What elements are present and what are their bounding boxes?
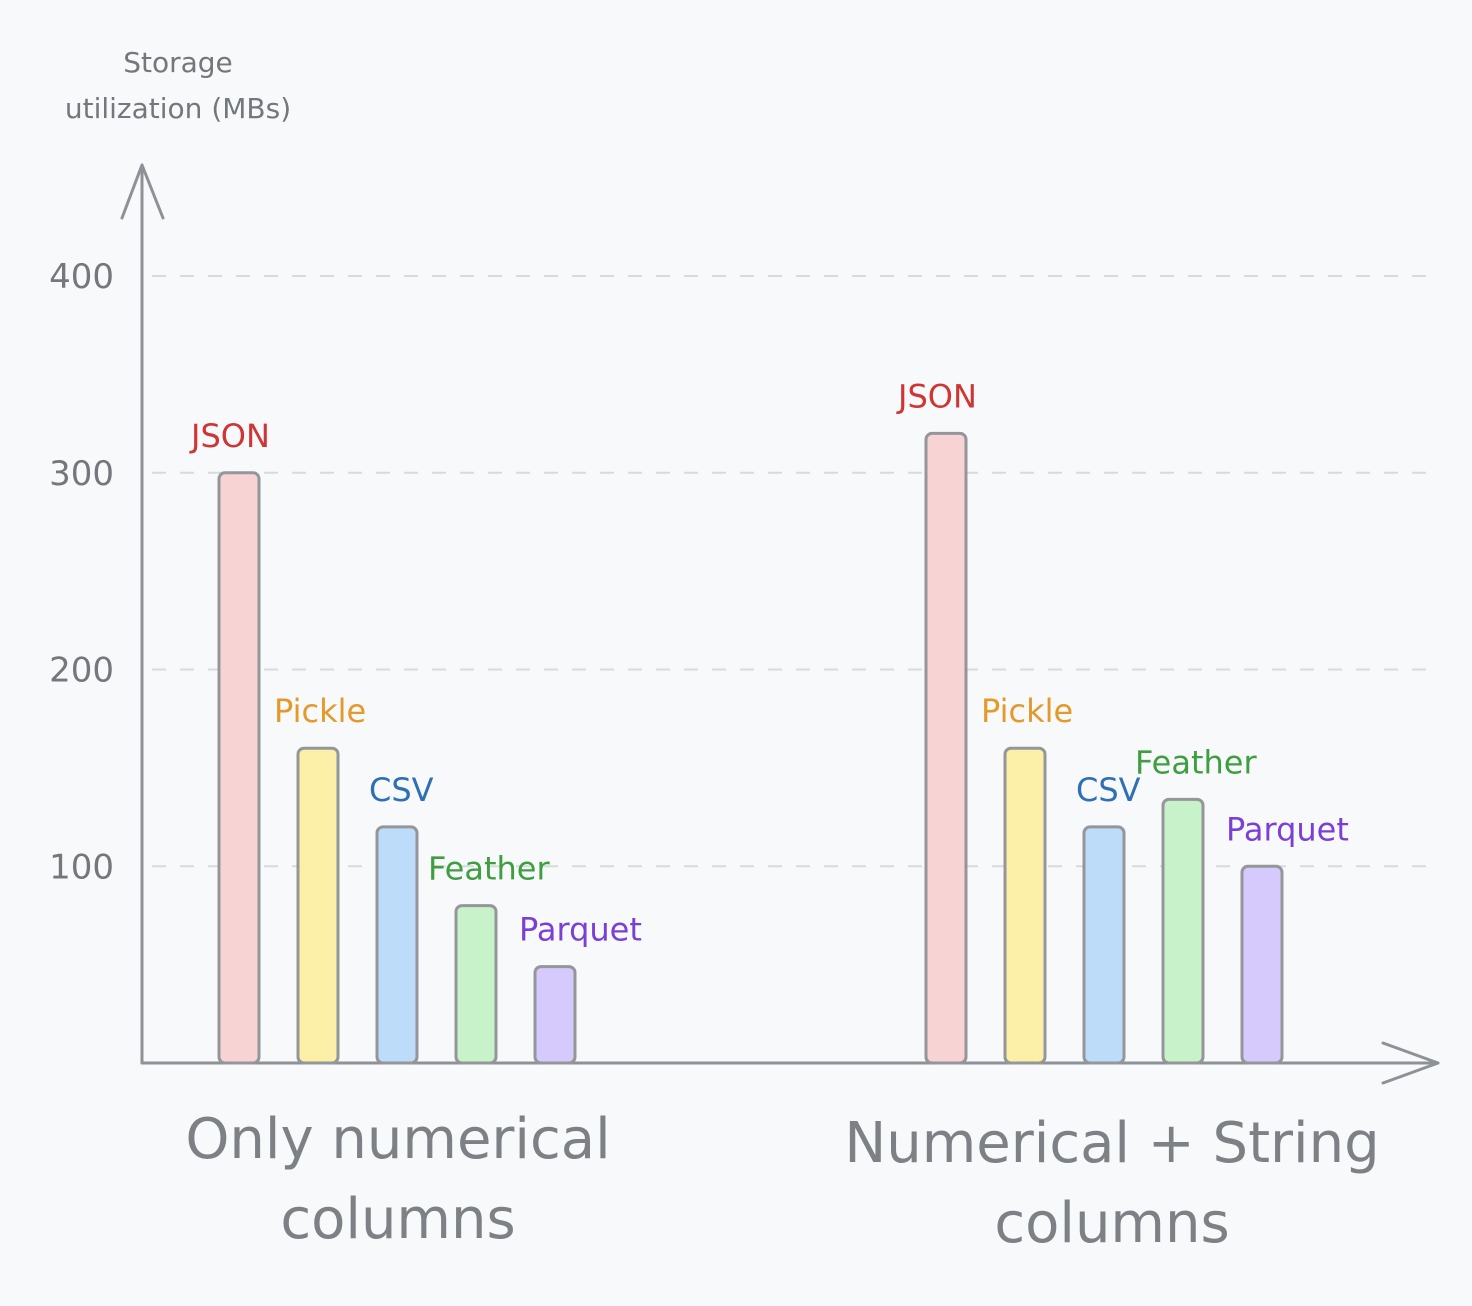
bar-pickle-group-2 [1003,746,1047,1065]
group-label-2-line-1: Numerical + String [844,1111,1379,1176]
group-labels: Only numerical columns Numerical + Strin… [185,1107,1379,1256]
y-tick-labels: 100 200 300 400 [49,257,114,887]
bar-json-group-1 [217,471,261,1065]
y-tick-label: 400 [49,257,114,297]
bar-label-parquet-group-2: Parquet [1226,810,1349,848]
y-tick-label: 300 [49,454,114,494]
group-label-1-line-1: Only numerical [185,1107,610,1172]
bar-label-pickle-group-1: Pickle [274,692,366,730]
bar-parquet-group-1 [533,965,577,1065]
group-label-1-line-2: columns [280,1187,515,1252]
y-axis-label-line-1: Storage [123,46,233,79]
bar-label-json-group-1: JSON [189,417,270,455]
axes [120,163,1440,1085]
bar-json-group-2 [924,431,968,1065]
y-axis-arrow-icon [120,163,165,220]
bar-csv-group-1 [375,825,419,1065]
bar-feather-group-2 [1161,797,1205,1065]
bar-label-parquet-group-1: Parquet [519,911,642,949]
y-tick-label: 100 [49,847,114,887]
bar-pickle-group-1 [296,746,340,1065]
bar-label-pickle-group-2: Pickle [981,692,1073,730]
bar-csv-group-2 [1082,825,1126,1065]
y-tick-label: 200 [49,651,114,691]
x-axis-arrow-icon [1381,1041,1440,1085]
bar-label-csv-group-2: CSV [1076,771,1141,809]
bar-labels: JSONPickleCSVFeatherParquetJSONPickleCSV… [189,377,1349,948]
bar-label-json-group-2: JSON [896,377,977,415]
bars [217,431,1284,1065]
group-label-2-line-2: columns [994,1191,1229,1256]
bar-parquet-group-2 [1240,864,1284,1065]
bar-label-feather-group-1: Feather [428,850,550,888]
bar-feather-group-1 [454,904,498,1065]
grid-lines [152,275,1440,868]
bar-label-csv-group-1: CSV [369,771,434,809]
y-axis-label-line-2: utilization (MBs) [65,92,291,125]
bar-label-feather-group-2: Feather [1135,743,1257,781]
